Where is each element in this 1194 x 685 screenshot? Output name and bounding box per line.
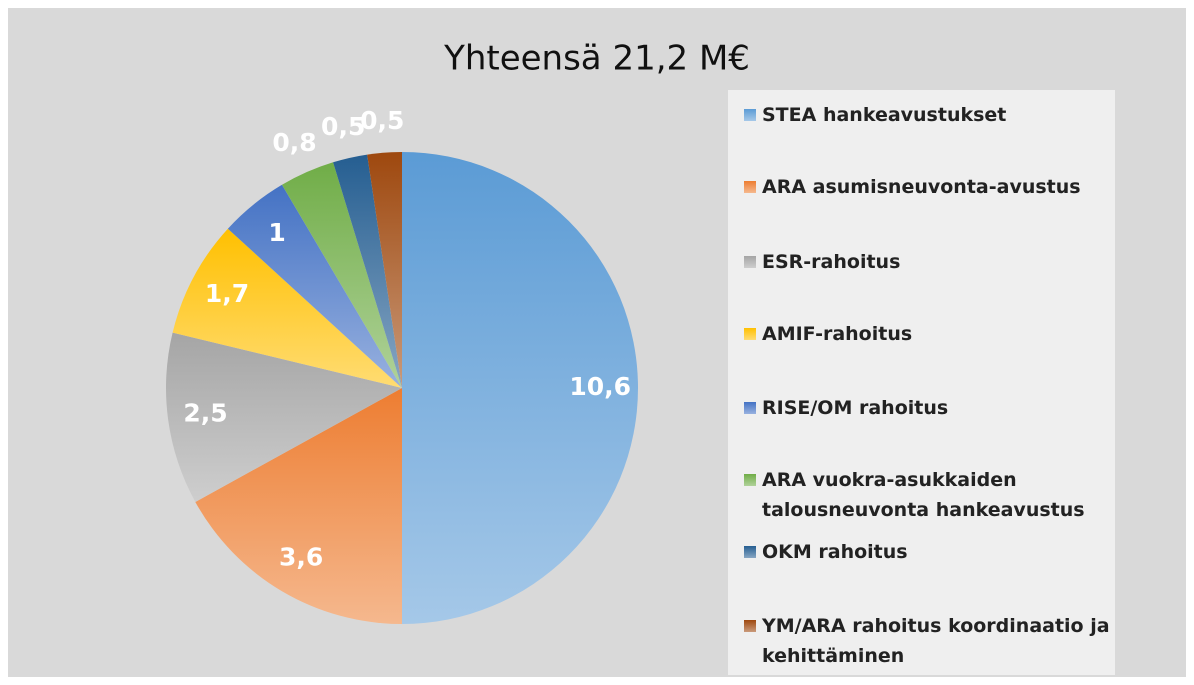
legend: STEA hankeavustukset ARA asumisneuvonta-a… <box>728 90 1115 675</box>
legend-label: ESR-rahoitus <box>762 251 901 273</box>
legend-item: AMIF-rahoitus <box>744 319 1114 349</box>
legend-swatch <box>744 328 756 340</box>
data-label: 2,5 <box>183 398 227 427</box>
pie-slice <box>172 228 402 388</box>
pie-slice <box>227 184 402 388</box>
pie-slice <box>281 162 402 388</box>
data-label: 0,5 <box>360 106 404 135</box>
legend-label: AMIF-rahoitus <box>762 323 913 345</box>
legend-item: ARA vuokra-asukkaiden talousneuvonta han… <box>744 465 1114 525</box>
legend-label: OKM rahoitus <box>762 541 908 563</box>
legend-label: STEA hankeavustukset <box>762 104 1007 126</box>
legend-item: ARA asumisneuvonta-avustus <box>744 172 1114 202</box>
legend-swatch <box>744 546 756 558</box>
data-label: 1 <box>268 218 285 247</box>
legend-swatch <box>744 256 756 268</box>
data-label: 3,6 <box>279 543 323 572</box>
legend-item: RISE/OM rahoitus <box>744 393 1114 423</box>
data-label: 0,5 <box>321 112 365 141</box>
data-label: 10,6 <box>569 372 631 401</box>
legend-item: YM/ARA rahoitus koordinaatio ja kehittäm… <box>744 611 1114 671</box>
data-label: 1,7 <box>205 279 249 308</box>
chart-title: Yhteensä 21,2 M€ <box>443 39 750 79</box>
legend-label: YM/ARA rahoitus koordinaatio ja kehittäm… <box>762 615 1110 667</box>
legend-label: ARA vuokra-asukkaiden talousneuvonta han… <box>762 469 1085 521</box>
legend-item: STEA hankeavustukset <box>744 100 1114 130</box>
legend-label: RISE/OM rahoitus <box>762 397 949 419</box>
legend-swatch <box>744 620 756 632</box>
legend-item: OKM rahoitus <box>744 537 1114 567</box>
data-label: 0,8 <box>272 128 316 157</box>
pie-slice <box>402 152 638 624</box>
pie-slice <box>367 152 402 388</box>
legend-swatch <box>744 474 756 486</box>
legend-swatch <box>744 181 756 193</box>
legend-label: ARA asumisneuvonta-avustus <box>762 176 1081 198</box>
pie-slice <box>165 332 402 502</box>
pie-slice <box>333 154 402 388</box>
pie-slice <box>195 388 402 624</box>
legend-item: ESR-rahoitus <box>744 247 1114 277</box>
legend-swatch <box>744 402 756 414</box>
legend-swatch <box>744 109 756 121</box>
